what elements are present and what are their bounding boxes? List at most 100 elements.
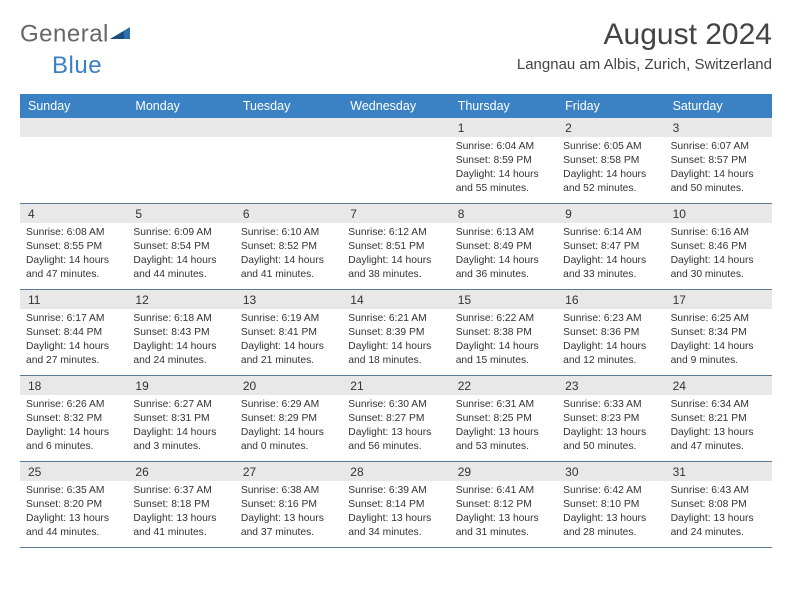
daylight-text-1: Daylight: 13 hours (456, 426, 551, 440)
day-cell: Sunrise: 6:23 AMSunset: 8:36 PMDaylight:… (557, 309, 664, 375)
daynum-cell: 15 (450, 290, 557, 309)
daylight-text-1: Daylight: 13 hours (26, 512, 121, 526)
sunset-text: Sunset: 8:18 PM (133, 498, 228, 512)
calendar-page: GeneralBlue August 2024 Langnau am Albis… (0, 0, 792, 558)
daylight-text-2: and 44 minutes. (133, 268, 228, 282)
day-cell: Sunrise: 6:08 AMSunset: 8:55 PMDaylight:… (20, 223, 127, 289)
sunrise-text: Sunrise: 6:34 AM (671, 398, 766, 412)
daylight-text-1: Daylight: 13 hours (348, 512, 443, 526)
daynum-cell: 31 (665, 462, 772, 481)
daylight-text-2: and 6 minutes. (26, 440, 121, 454)
detail-row: Sunrise: 6:04 AMSunset: 8:59 PMDaylight:… (20, 137, 772, 203)
week-5: 25262728293031Sunrise: 6:35 AMSunset: 8:… (20, 462, 772, 548)
sunset-text: Sunset: 8:58 PM (563, 154, 658, 168)
daynum-cell: 30 (557, 462, 664, 481)
daynum-row: 18192021222324 (20, 376, 772, 395)
daylight-text-1: Daylight: 13 hours (133, 512, 228, 526)
empty-cell (20, 137, 127, 203)
weekday-friday: Friday (557, 94, 664, 118)
sunrise-text: Sunrise: 6:31 AM (456, 398, 551, 412)
sunset-text: Sunset: 8:27 PM (348, 412, 443, 426)
day-cell: Sunrise: 6:05 AMSunset: 8:58 PMDaylight:… (557, 137, 664, 203)
day-cell: Sunrise: 6:41 AMSunset: 8:12 PMDaylight:… (450, 481, 557, 547)
location-text: Langnau am Albis, Zurich, Switzerland (517, 56, 772, 73)
daylight-text-2: and 37 minutes. (241, 526, 336, 540)
daylight-text-2: and 47 minutes. (26, 268, 121, 282)
daylight-text-1: Daylight: 14 hours (456, 168, 551, 182)
weeks-container: 1 23 Sunrise: 6:04 AMSunset: 8:59 PMDaylig… (20, 118, 772, 548)
day-cell: Sunrise: 6:29 AMSunset: 8:29 PMDaylight:… (235, 395, 342, 461)
daylight-text-2: and 27 minutes. (26, 354, 121, 368)
daynum-cell: 29 (450, 462, 557, 481)
daynum-row: 25262728293031 (20, 462, 772, 481)
title-block: August 2024 Langnau am Albis, Zurich, Sw… (517, 18, 772, 73)
day-cell: Sunrise: 6:17 AMSunset: 8:44 PMDaylight:… (20, 309, 127, 375)
daynum-cell: 7 (342, 204, 449, 223)
logo-word-2: Blue (52, 52, 102, 79)
daynum-cell (235, 118, 342, 137)
daylight-text-2: and 52 minutes. (563, 182, 658, 196)
daylight-text-1: Daylight: 14 hours (241, 426, 336, 440)
sunrise-text: Sunrise: 6:17 AM (26, 312, 121, 326)
daylight-text-1: Daylight: 13 hours (241, 512, 336, 526)
daylight-text-2: and 34 minutes. (348, 526, 443, 540)
detail-row: Sunrise: 6:17 AMSunset: 8:44 PMDaylight:… (20, 309, 772, 375)
daynum-cell: 19 (127, 376, 234, 395)
daylight-text-2: and 41 minutes. (133, 526, 228, 540)
daylight-text-2: and 28 minutes. (563, 526, 658, 540)
day-cell: Sunrise: 6:42 AMSunset: 8:10 PMDaylight:… (557, 481, 664, 547)
sunset-text: Sunset: 8:39 PM (348, 326, 443, 340)
sunrise-text: Sunrise: 6:16 AM (671, 226, 766, 240)
day-cell: Sunrise: 6:27 AMSunset: 8:31 PMDaylight:… (127, 395, 234, 461)
daynum-cell: 22 (450, 376, 557, 395)
empty-cell (235, 137, 342, 203)
sunrise-text: Sunrise: 6:29 AM (241, 398, 336, 412)
day-cell: Sunrise: 6:19 AMSunset: 8:41 PMDaylight:… (235, 309, 342, 375)
daynum-cell: 3 (665, 118, 772, 137)
daylight-text-2: and 55 minutes. (456, 182, 551, 196)
daynum-cell: 26 (127, 462, 234, 481)
sunset-text: Sunset: 8:31 PM (133, 412, 228, 426)
day-cell: Sunrise: 6:07 AMSunset: 8:57 PMDaylight:… (665, 137, 772, 203)
daylight-text-1: Daylight: 14 hours (26, 340, 121, 354)
day-cell: Sunrise: 6:13 AMSunset: 8:49 PMDaylight:… (450, 223, 557, 289)
daylight-text-2: and 44 minutes. (26, 526, 121, 540)
daylight-text-2: and 15 minutes. (456, 354, 551, 368)
daylight-text-2: and 47 minutes. (671, 440, 766, 454)
sunrise-text: Sunrise: 6:39 AM (348, 484, 443, 498)
day-cell: Sunrise: 6:30 AMSunset: 8:27 PMDaylight:… (342, 395, 449, 461)
daylight-text-1: Daylight: 14 hours (671, 168, 766, 182)
daylight-text-1: Daylight: 14 hours (563, 254, 658, 268)
daynum-cell (342, 118, 449, 137)
detail-row: Sunrise: 6:08 AMSunset: 8:55 PMDaylight:… (20, 223, 772, 289)
sunset-text: Sunset: 8:51 PM (348, 240, 443, 254)
week-4: 18192021222324Sunrise: 6:26 AMSunset: 8:… (20, 376, 772, 462)
daynum-cell: 14 (342, 290, 449, 309)
sunrise-text: Sunrise: 6:05 AM (563, 140, 658, 154)
sunrise-text: Sunrise: 6:18 AM (133, 312, 228, 326)
day-cell: Sunrise: 6:22 AMSunset: 8:38 PMDaylight:… (450, 309, 557, 375)
daynum-cell: 1 (450, 118, 557, 137)
week-2: 45678910Sunrise: 6:08 AMSunset: 8:55 PMD… (20, 204, 772, 290)
sunset-text: Sunset: 8:25 PM (456, 412, 551, 426)
daynum-cell: 21 (342, 376, 449, 395)
daynum-cell: 8 (450, 204, 557, 223)
daynum-cell: 23 (557, 376, 664, 395)
daylight-text-1: Daylight: 14 hours (563, 168, 658, 182)
calendar-grid: SundayMondayTuesdayWednesdayThursdayFrid… (20, 94, 772, 548)
daylight-text-2: and 30 minutes. (671, 268, 766, 282)
sunrise-text: Sunrise: 6:21 AM (348, 312, 443, 326)
daylight-text-2: and 24 minutes. (133, 354, 228, 368)
daynum-cell: 25 (20, 462, 127, 481)
daylight-text-1: Daylight: 13 hours (671, 512, 766, 526)
sunrise-text: Sunrise: 6:19 AM (241, 312, 336, 326)
sunset-text: Sunset: 8:47 PM (563, 240, 658, 254)
weekday-header-row: SundayMondayTuesdayWednesdayThursdayFrid… (20, 94, 772, 118)
sunset-text: Sunset: 8:12 PM (456, 498, 551, 512)
daynum-cell: 24 (665, 376, 772, 395)
daylight-text-1: Daylight: 13 hours (563, 512, 658, 526)
daylight-text-2: and 24 minutes. (671, 526, 766, 540)
sunset-text: Sunset: 8:16 PM (241, 498, 336, 512)
sunrise-text: Sunrise: 6:42 AM (563, 484, 658, 498)
daylight-text-1: Daylight: 14 hours (133, 254, 228, 268)
